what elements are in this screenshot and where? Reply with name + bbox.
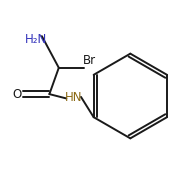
Text: Br: Br [83, 54, 96, 67]
Text: HN: HN [65, 91, 83, 104]
Text: H₂N: H₂N [25, 33, 47, 46]
Text: O: O [13, 88, 22, 101]
